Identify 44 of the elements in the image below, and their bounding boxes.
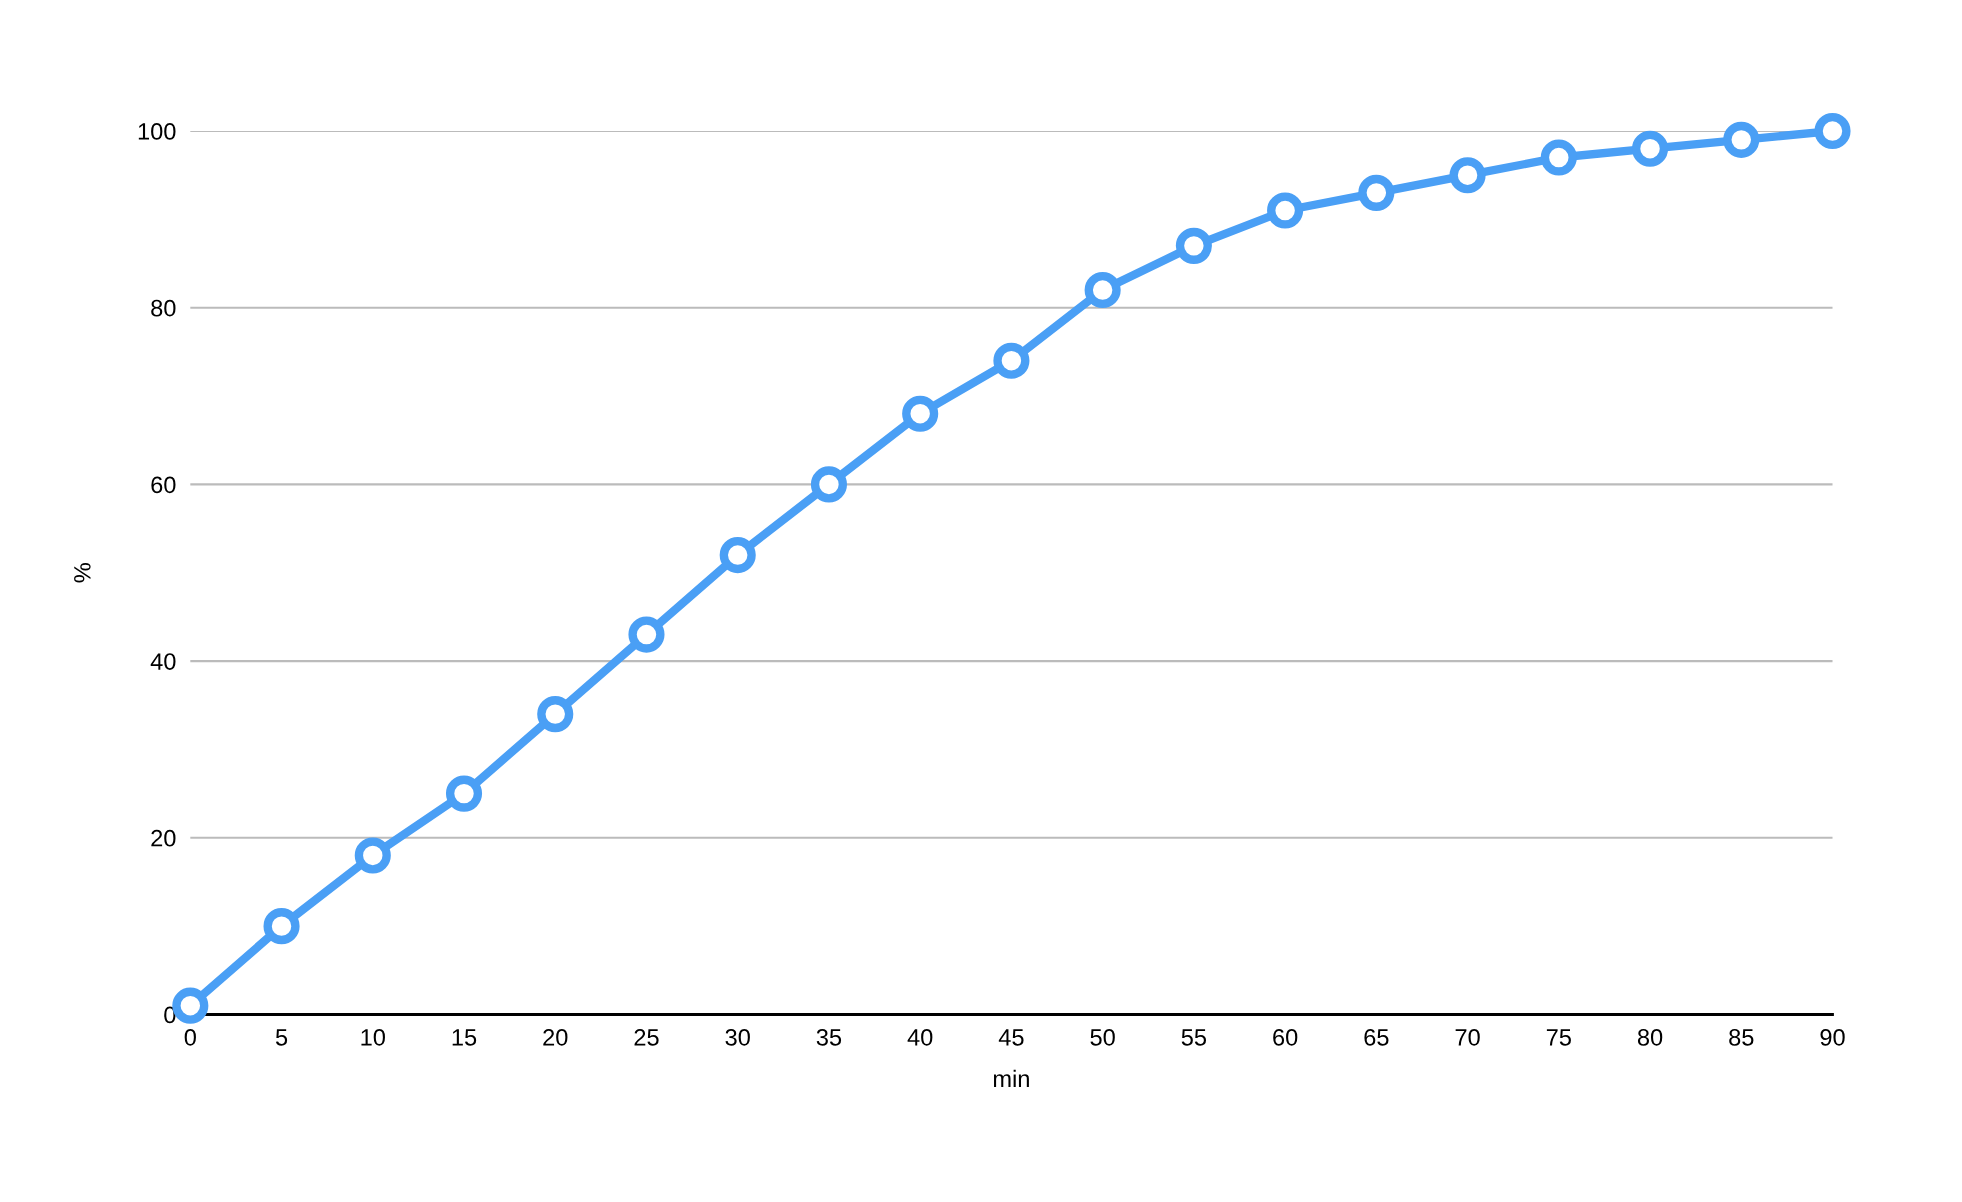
point <box>263 908 300 945</box>
point <box>1814 112 1851 150</box>
point <box>628 616 665 653</box>
y-tick-label: 60 <box>151 476 176 494</box>
point <box>1631 130 1669 167</box>
point <box>902 395 939 432</box>
x-tick-label: 30 <box>725 1029 750 1046</box>
x-tick-label: 65 <box>1364 1029 1389 1046</box>
x-tick-label: 45 <box>998 1029 1024 1046</box>
x-tick-label: 15 <box>452 1029 477 1046</box>
x-tick-label: 80 <box>1637 1029 1663 1046</box>
point <box>1449 157 1486 194</box>
x-tick-label: 70 <box>1455 1029 1480 1046</box>
x-tick-label: 90 <box>1820 1029 1845 1046</box>
x-tick-label: 25 <box>634 1029 659 1046</box>
point <box>719 537 756 574</box>
x-tick-label: 5 <box>275 1029 288 1046</box>
x-tick-label: 40 <box>907 1029 933 1046</box>
point <box>354 837 391 874</box>
x-tick-label: 85 <box>1729 1029 1754 1046</box>
point <box>1267 192 1304 229</box>
x-tick-label: 20 <box>543 1029 568 1046</box>
x-tick-label: 60 <box>1273 1029 1298 1046</box>
x-tick-label: 55 <box>1181 1029 1207 1046</box>
point <box>1723 121 1760 158</box>
y-tick-label: 20 <box>151 829 176 847</box>
x-tick-label: 10 <box>361 1029 385 1046</box>
x-axis-title: min <box>993 1069 1029 1087</box>
x-tick-label: 35 <box>816 1029 842 1046</box>
x-tick-label: 50 <box>1090 1029 1115 1046</box>
y-tick-label: 100 <box>138 123 176 140</box>
point <box>537 696 574 733</box>
y-axis-title: % <box>74 563 91 583</box>
point <box>810 466 847 503</box>
point <box>445 775 483 812</box>
x-tick-label: 0 <box>184 1029 196 1046</box>
point <box>1175 227 1212 264</box>
y-tick-label: 40 <box>150 653 176 670</box>
point <box>1084 271 1121 309</box>
point <box>993 342 1030 379</box>
x-tick-label: 75 <box>1546 1029 1571 1046</box>
y-tick-label: 80 <box>151 299 176 317</box>
point <box>1358 174 1395 211</box>
point <box>1540 139 1577 176</box>
